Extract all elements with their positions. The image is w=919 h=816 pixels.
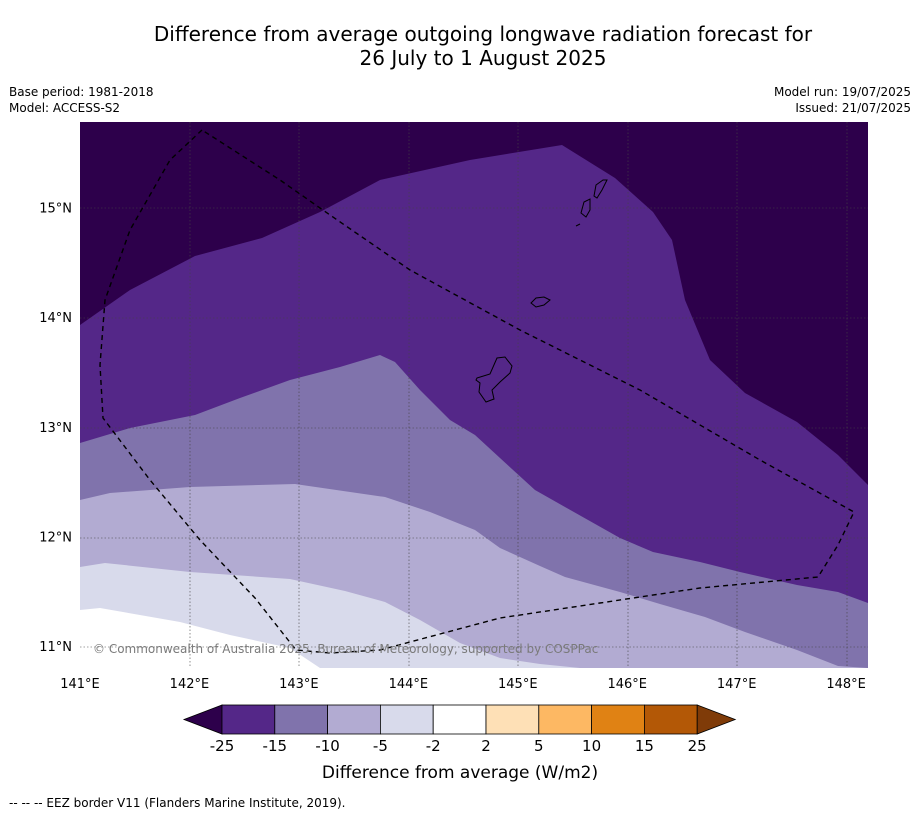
latitude-axis: 15°N 14°N 13°N 12°N 11°N (39, 202, 72, 656)
lon-tick-label: 144°E (389, 677, 429, 692)
map-panel: © Commonwealth of Australia 2025, Bureau… (80, 122, 868, 668)
title-line-1: Difference from average outgoing longwav… (153, 22, 813, 46)
lon-tick-label: 145°E (498, 677, 538, 692)
colorbar-swatch (274, 704, 328, 735)
colorbar-swatch (327, 704, 381, 735)
colorbar-tick-label: -5 (373, 737, 388, 755)
colorbar-tick-label: 2 (481, 737, 491, 755)
colorbar-tick-label: -10 (315, 737, 340, 755)
colorbar-swatch (221, 704, 276, 735)
longitude-axis: 141°E 142°E 143°E 144°E 145°E 146°E 147°E 148°E (60, 677, 866, 692)
colorbar-swatch (485, 704, 540, 735)
colorbar-tick-label: 5 (534, 737, 544, 755)
lon-tick-label: 143°E (279, 677, 319, 692)
issued-text: Issued: 21/07/2025 (795, 101, 911, 115)
meta-right: Model run: 19/07/2025 Issued: 21/07/2025 (774, 84, 911, 116)
lon-tick-label: 141°E (60, 677, 100, 692)
colorbar-tick-label: 15 (635, 737, 654, 755)
base-period-text: Base period: 1981-2018 (9, 85, 154, 99)
meta-left: Base period: 1981-2018 Model: ACCESS-S2 (9, 84, 154, 116)
title-line-2: 26 July to 1 August 2025 (359, 46, 607, 70)
gridlines (80, 122, 868, 668)
colorbar-arrow-low (182, 704, 223, 735)
colorbar-swatch (379, 704, 434, 735)
island-aguijan (575, 223, 581, 227)
lat-tick-label: 14°N (39, 311, 72, 326)
colorbar-tick-label: -2 (426, 737, 441, 755)
island-rota (530, 296, 551, 308)
colorbar: -25 -15 -10 -5 -2 2 5 10 15 25 (182, 704, 737, 755)
band-minus-2-to-2 (80, 608, 320, 668)
model-run-text: Model run: 19/07/2025 (773, 85, 911, 99)
lon-tick-label: 142°E (170, 677, 210, 692)
colorbar-arrow-high (696, 704, 737, 735)
colorbar-swatch (538, 704, 592, 735)
island-saipan (593, 179, 608, 199)
eez-legend-text: -- -- -- EEZ border V11 (Flanders Marine… (9, 796, 346, 810)
lon-tick-label: 148°E (826, 677, 866, 692)
colorbar-label: Difference from average (W/m2) (322, 763, 598, 783)
lon-tick-label: 147°E (717, 677, 757, 692)
lat-tick-label: 11°N (39, 640, 72, 655)
colorbar-tick-label: -25 (210, 737, 235, 755)
lon-tick-label: 146°E (607, 677, 647, 692)
lat-tick-label: 12°N (39, 530, 72, 545)
colorbar-tick-label: -15 (263, 737, 288, 755)
lat-tick-label: 13°N (39, 421, 72, 436)
copyright-text: © Commonwealth of Australia 2025, Bureau… (93, 642, 598, 656)
lat-tick-label: 15°N (39, 202, 72, 217)
colorbar-tick-label: 10 (582, 737, 601, 755)
islands (475, 179, 608, 403)
colorbar-swatch (591, 704, 645, 735)
colorbar-tick-label: 25 (688, 737, 707, 755)
colorbar-swatch (644, 704, 698, 735)
colorbar-swatch (432, 704, 487, 735)
island-guam (475, 356, 513, 403)
model-text: Model: ACCESS-S2 (9, 101, 121, 115)
island-tinian (580, 198, 591, 218)
chart-title: Difference from average outgoing longwav… (80, 22, 886, 70)
eez-border (99, 129, 855, 654)
